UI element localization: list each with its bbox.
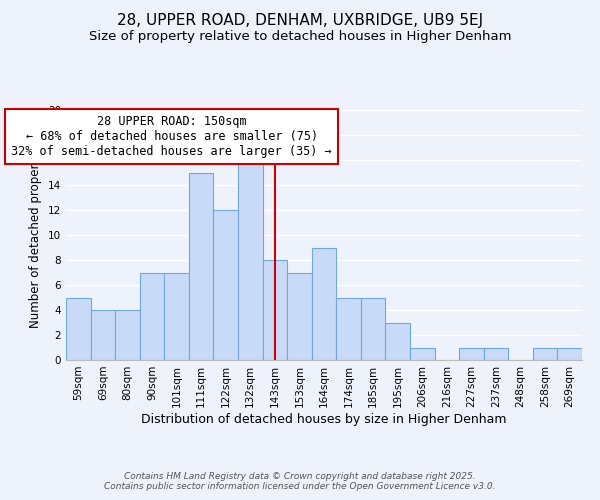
Bar bbox=[336, 298, 361, 360]
Bar bbox=[140, 272, 164, 360]
Text: 28, UPPER ROAD, DENHAM, UXBRIDGE, UB9 5EJ: 28, UPPER ROAD, DENHAM, UXBRIDGE, UB9 5E… bbox=[117, 12, 483, 28]
Bar bbox=[410, 348, 434, 360]
Bar bbox=[312, 248, 336, 360]
Bar bbox=[189, 172, 214, 360]
Text: Size of property relative to detached houses in Higher Denham: Size of property relative to detached ho… bbox=[89, 30, 511, 43]
Bar bbox=[238, 160, 263, 360]
Text: 28 UPPER ROAD: 150sqm
← 68% of detached houses are smaller (75)
32% of semi-deta: 28 UPPER ROAD: 150sqm ← 68% of detached … bbox=[11, 115, 332, 158]
Bar bbox=[557, 348, 582, 360]
Bar bbox=[164, 272, 189, 360]
Bar bbox=[91, 310, 115, 360]
Bar bbox=[287, 272, 312, 360]
Text: Contains public sector information licensed under the Open Government Licence v3: Contains public sector information licen… bbox=[104, 482, 496, 491]
Bar bbox=[66, 298, 91, 360]
Bar bbox=[214, 210, 238, 360]
X-axis label: Distribution of detached houses by size in Higher Denham: Distribution of detached houses by size … bbox=[141, 412, 507, 426]
Bar bbox=[263, 260, 287, 360]
Text: Contains HM Land Registry data © Crown copyright and database right 2025.: Contains HM Land Registry data © Crown c… bbox=[124, 472, 476, 481]
Bar bbox=[484, 348, 508, 360]
Bar bbox=[385, 322, 410, 360]
Bar bbox=[361, 298, 385, 360]
Bar bbox=[115, 310, 140, 360]
Bar bbox=[533, 348, 557, 360]
Bar bbox=[459, 348, 484, 360]
Y-axis label: Number of detached properties: Number of detached properties bbox=[29, 142, 43, 328]
